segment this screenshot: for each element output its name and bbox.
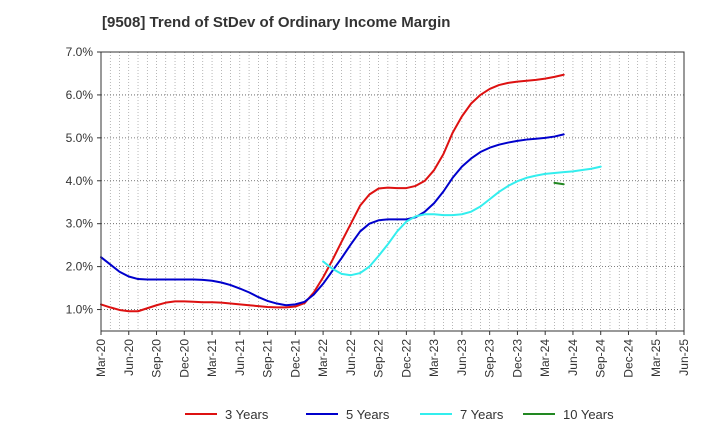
x-tick-label: Dec-22: [399, 339, 413, 378]
plot-area: [101, 52, 684, 331]
x-tick-label: Dec-21: [288, 339, 302, 378]
x-tick-label: Jun-22: [344, 339, 358, 376]
x-tick-label: Sep-23: [483, 339, 497, 378]
x-tick-label: Dec-20: [177, 339, 191, 378]
x-tick-label: Sep-22: [372, 339, 386, 378]
x-tick-label: Mar-22: [316, 339, 330, 377]
x-tick-label: Jun-20: [122, 339, 136, 376]
series-line-7-years: [322, 165, 602, 277]
x-tick-label: Jun-21: [233, 339, 247, 376]
x-tick-label: Sep-21: [261, 339, 275, 378]
legend-label: 10 Years: [563, 407, 614, 422]
x-tick-label: Mar-20: [94, 339, 108, 377]
y-tick-label: 6.0%: [66, 88, 94, 102]
y-tick-label: 4.0%: [66, 174, 94, 188]
x-tick-label: Mar-21: [205, 339, 219, 377]
legend-label: 3 Years: [225, 407, 269, 422]
y-tick-label: 3.0%: [66, 217, 94, 231]
plot-frame: [100, 51, 685, 332]
y-tick-label: 5.0%: [66, 131, 94, 145]
x-tick-label: Mar-23: [427, 339, 441, 377]
chart-title: [9508] Trend of StDev of Ordinary Income…: [102, 14, 451, 31]
x-tick-label: Jun-24: [566, 339, 580, 376]
legend-label: 7 Years: [460, 407, 504, 422]
legend: 3 Years 5 Years 7 Years 10 Years: [185, 407, 614, 422]
x-tick-label: Sep-20: [150, 339, 164, 378]
x-tick-label: Jun-25: [677, 339, 691, 376]
x-tick-label: Dec-24: [621, 339, 635, 378]
series-line-3-years: [100, 73, 565, 313]
y-axis: 1.0% 2.0% 3.0% 4.0% 5.0% 6.0% 7.0%: [66, 45, 101, 317]
x-tick-label: Mar-24: [538, 339, 552, 377]
series-line-5-years: [100, 133, 565, 307]
y-tick-label: 1.0%: [66, 303, 94, 317]
series-layer: [100, 73, 602, 313]
y-tick-label: 7.0%: [66, 45, 94, 59]
series-line-10-years: [553, 181, 565, 186]
legend-label: 5 Years: [346, 407, 390, 422]
x-tick-label: Jun-23: [455, 339, 469, 376]
y-tick-label: 2.0%: [66, 260, 94, 274]
x-tick-label: Mar-25: [649, 339, 663, 377]
x-tick-label: Sep-24: [594, 339, 608, 378]
x-tick-label: Dec-23: [510, 339, 524, 378]
x-axis: Mar-20 Jun-20 Sep-20 Dec-20 Mar-21 Jun-21 Sep-…: [94, 331, 691, 378]
